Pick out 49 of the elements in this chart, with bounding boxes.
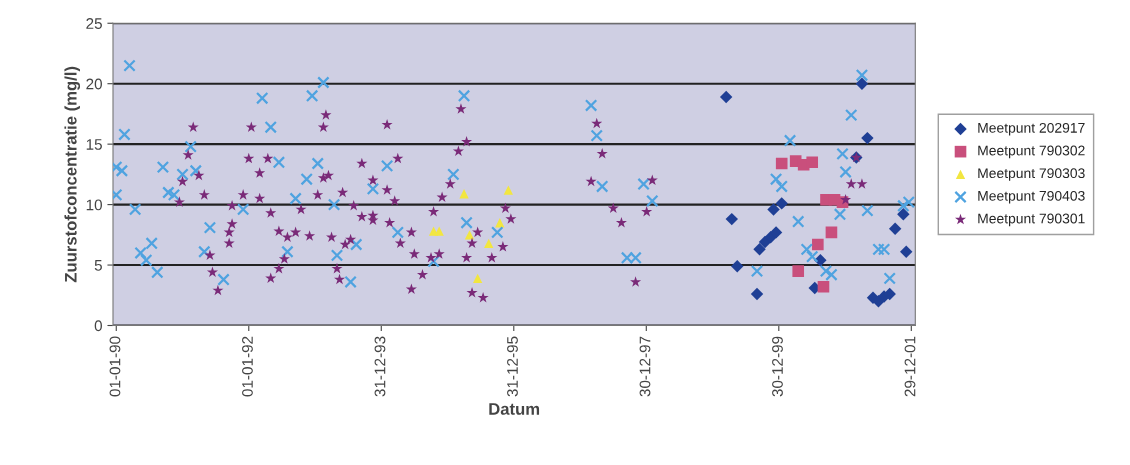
legend-label: Meetpunt 790301 — [978, 213, 1085, 227]
point — [495, 218, 505, 228]
point — [769, 226, 783, 239]
x-axis-title: Datum — [489, 403, 540, 415]
point — [825, 226, 838, 239]
point — [900, 245, 913, 258]
point — [758, 235, 772, 249]
point — [792, 265, 805, 277]
legend-label: Meetpunt 202917 — [978, 122, 1085, 136]
x-tick-label: 30-12-99 — [772, 336, 783, 397]
point — [464, 230, 475, 240]
point — [814, 254, 827, 267]
point — [731, 260, 744, 273]
point — [775, 197, 788, 210]
point — [897, 208, 910, 221]
point — [855, 77, 869, 90]
x-tick-label: 01-01-90 — [109, 336, 121, 397]
point — [484, 238, 494, 248]
point — [775, 157, 788, 170]
y-tick-label: 20 — [86, 78, 102, 90]
legend-label: Meetpunt 790403 — [978, 190, 1085, 204]
point — [719, 90, 733, 104]
point — [725, 212, 738, 226]
y-axis-title: Zuurstofconcentratie (mg/l) — [64, 66, 81, 283]
y-tick-label: 15 — [86, 139, 102, 150]
point — [434, 226, 444, 236]
x-tick-label: 31-12-95 — [507, 336, 518, 397]
point — [806, 156, 819, 169]
point — [503, 185, 513, 195]
point — [750, 287, 764, 301]
y-tick-label: 25 — [86, 18, 102, 29]
point — [812, 238, 824, 251]
y-tick-label: 10 — [86, 199, 102, 211]
x-tick-label: 01-01-92 — [242, 336, 253, 397]
x-tick-label: 31-12-93 — [374, 336, 386, 397]
legend-label: Meetpunt 790302 — [978, 145, 1085, 159]
point — [883, 287, 896, 301]
point — [861, 131, 874, 145]
x-tick-label: 30-12-97 — [639, 336, 651, 397]
point — [888, 222, 902, 235]
point — [473, 273, 483, 284]
point — [817, 281, 830, 293]
y-tick-label: 0 — [94, 320, 102, 332]
point — [753, 243, 766, 256]
y-tick-label: 5 — [94, 260, 102, 271]
x-tick-label: 29-12-01 — [904, 336, 916, 397]
legend-label: Meetpunt 790303 — [978, 168, 1085, 181]
point — [767, 203, 780, 216]
point — [459, 189, 469, 199]
